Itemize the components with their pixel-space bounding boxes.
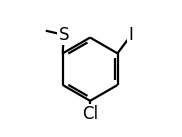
Text: I: I bbox=[129, 26, 134, 44]
Text: Cl: Cl bbox=[82, 105, 98, 123]
Text: S: S bbox=[58, 26, 69, 44]
